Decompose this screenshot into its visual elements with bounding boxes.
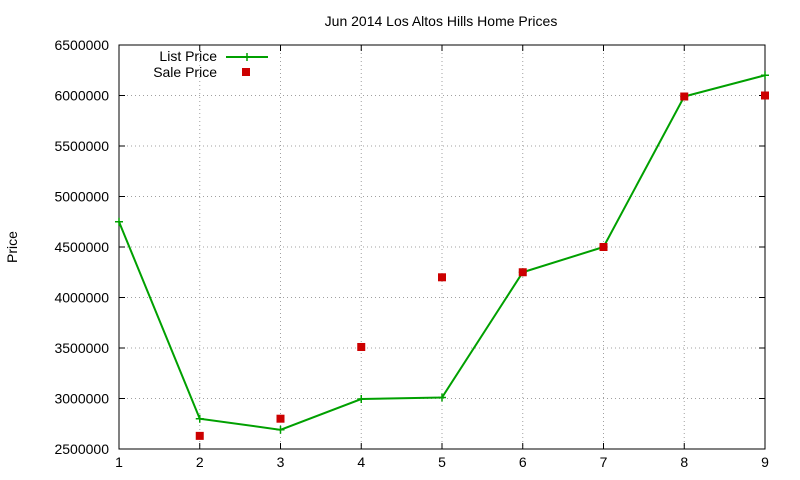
- sale-price-point: [438, 273, 446, 282]
- x-tick-label: 8: [680, 454, 688, 470]
- list-price-point: [438, 393, 446, 402]
- x-tick-label: 2: [196, 454, 204, 470]
- y-tick-label: 4000000: [54, 290, 109, 306]
- x-tick-label: 1: [115, 454, 123, 470]
- y-tick-label: 2500000: [54, 441, 109, 457]
- x-tick-label: 6: [519, 454, 527, 470]
- list-price-point: [195, 414, 204, 423]
- list-price-point: [115, 217, 123, 226]
- sale-price-point: [195, 431, 204, 440]
- plot-frame: [118, 44, 766, 450]
- y-tick-label: 6000000: [54, 88, 109, 104]
- list-price-point: [761, 71, 769, 80]
- legend-label-list-price: List Price: [159, 48, 217, 64]
- legend: List Price Sale Price: [153, 48, 268, 80]
- y-axis-label: Price: [4, 231, 20, 263]
- y-tick-label: 6500000: [54, 37, 109, 53]
- x-tick-label: 5: [438, 454, 446, 470]
- tick-labels: 1 2 3 4 5 6 7 8 9 2500000 3000000 3500000 4000000 450…: [54, 37, 769, 470]
- sale-price-point: [599, 243, 608, 251]
- y-tick-label: 3000000: [54, 391, 109, 407]
- list-price-point: [357, 395, 366, 404]
- sale-price-point: [761, 91, 769, 100]
- y-tick-label: 5500000: [54, 138, 109, 154]
- y-tick-label: 4500000: [54, 239, 109, 255]
- x-tick-label: 9: [761, 454, 769, 470]
- gridlines: [119, 45, 765, 449]
- series-list-price-line: [118, 74, 766, 431]
- series-layer: [115, 71, 769, 440]
- x-tick-label: 4: [357, 454, 365, 470]
- list-price-point: [276, 425, 285, 434]
- x-tick-label: 3: [277, 454, 285, 470]
- sale-price-point: [357, 342, 366, 351]
- legend-marker-list-price: [243, 53, 251, 61]
- sale-price-point: [680, 92, 689, 101]
- sale-price-point: [276, 414, 285, 423]
- x-tick-label: 7: [600, 454, 608, 470]
- legend-marker-sale-price: [242, 68, 250, 76]
- y-tick-label: 5000000: [54, 189, 109, 205]
- y-tick-label: 3500000: [54, 340, 109, 356]
- legend-label-sale-price: Sale Price: [153, 64, 217, 80]
- chart-title: Jun 2014 Los Altos Hills Home Prices: [325, 13, 558, 29]
- sale-price-point: [518, 268, 527, 277]
